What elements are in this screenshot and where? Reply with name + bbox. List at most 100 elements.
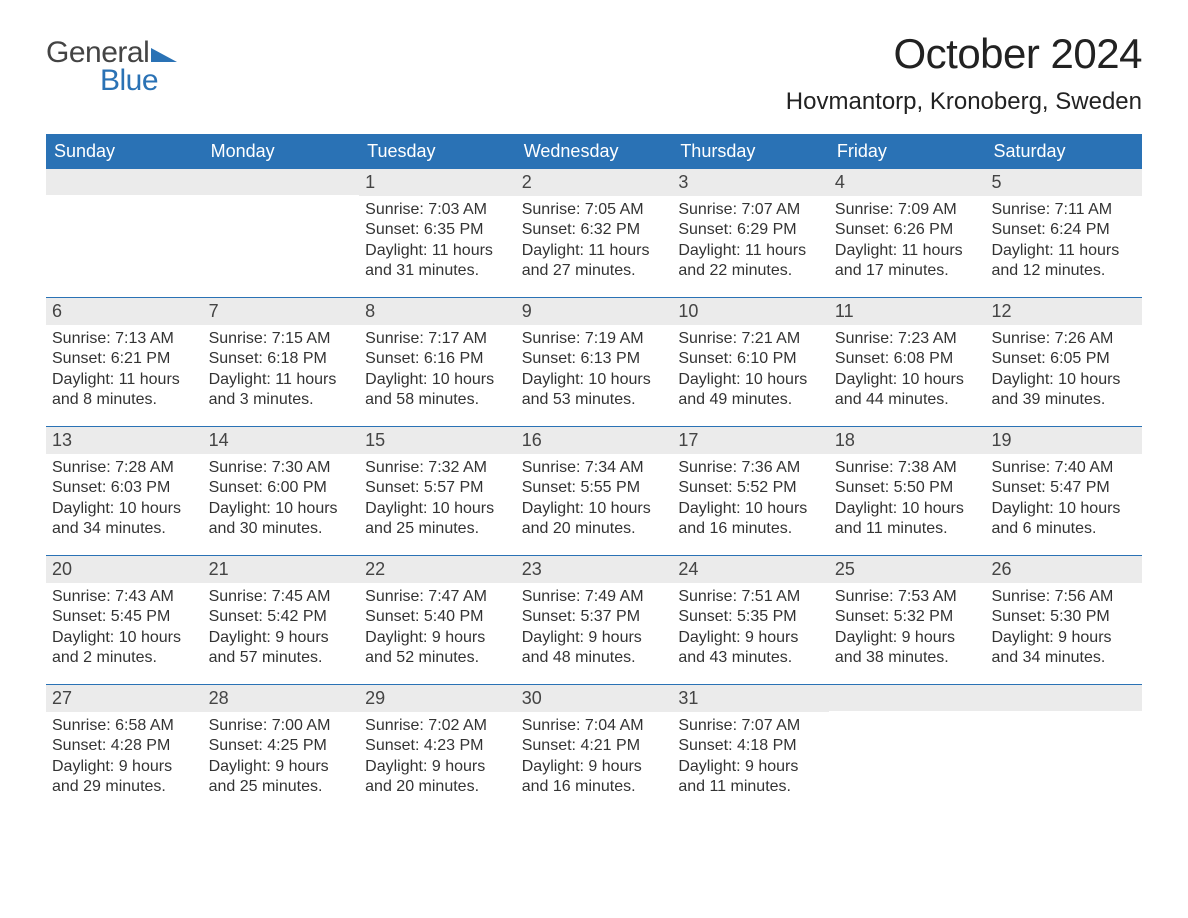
- sunrise-text: Sunrise: 7:34 AM: [522, 458, 667, 478]
- day-body: Sunrise: 7:09 AMSunset: 6:26 PMDaylight:…: [829, 196, 986, 292]
- sunset-text: Sunset: 5:32 PM: [835, 607, 980, 627]
- sunset-text: Sunset: 6:35 PM: [365, 220, 510, 240]
- day-number: 23: [516, 556, 673, 583]
- daylight-line2: and 57 minutes.: [209, 648, 354, 668]
- weeks-container: 1Sunrise: 7:03 AMSunset: 6:35 PMDaylight…: [46, 169, 1142, 813]
- sunrise-text: Sunrise: 7:56 AM: [991, 587, 1136, 607]
- day-number: 28: [203, 685, 360, 712]
- daylight-line1: Daylight: 11 hours: [209, 370, 354, 390]
- location-subtitle: Hovmantorp, Kronoberg, Sweden: [786, 88, 1142, 116]
- day-number: 11: [829, 298, 986, 325]
- daylight-line2: and 25 minutes.: [209, 777, 354, 797]
- day-body: Sunrise: 7:51 AMSunset: 5:35 PMDaylight:…: [672, 583, 829, 679]
- day-number: 16: [516, 427, 673, 454]
- day-body: [985, 711, 1142, 725]
- sunrise-text: Sunrise: 7:45 AM: [209, 587, 354, 607]
- day-body: Sunrise: 6:58 AMSunset: 4:28 PMDaylight:…: [46, 712, 203, 808]
- sunset-text: Sunset: 6:26 PM: [835, 220, 980, 240]
- daylight-line2: and 34 minutes.: [991, 648, 1136, 668]
- day-header-row: Sunday Monday Tuesday Wednesday Thursday…: [46, 134, 1142, 169]
- day-number: 18: [829, 427, 986, 454]
- day-number: 2: [516, 169, 673, 196]
- daylight-line2: and 38 minutes.: [835, 648, 980, 668]
- daylight-line1: Daylight: 9 hours: [522, 628, 667, 648]
- daylight-line2: and 16 minutes.: [522, 777, 667, 797]
- sunset-text: Sunset: 6:29 PM: [678, 220, 823, 240]
- sunrise-text: Sunrise: 7:04 AM: [522, 716, 667, 736]
- daylight-line2: and 53 minutes.: [522, 390, 667, 410]
- daylight-line1: Daylight: 10 hours: [52, 628, 197, 648]
- daylight-line2: and 20 minutes.: [522, 519, 667, 539]
- title-block: October 2024 Hovmantorp, Kronoberg, Swed…: [786, 30, 1142, 116]
- daylight-line1: Daylight: 10 hours: [365, 370, 510, 390]
- sunrise-text: Sunrise: 7:40 AM: [991, 458, 1136, 478]
- day-cell: 2Sunrise: 7:05 AMSunset: 6:32 PMDaylight…: [516, 169, 673, 297]
- day-body: Sunrise: 7:07 AMSunset: 6:29 PMDaylight:…: [672, 196, 829, 292]
- day-body: Sunrise: 7:36 AMSunset: 5:52 PMDaylight:…: [672, 454, 829, 550]
- day-cell: 13Sunrise: 7:28 AMSunset: 6:03 PMDayligh…: [46, 427, 203, 555]
- day-cell: 10Sunrise: 7:21 AMSunset: 6:10 PMDayligh…: [672, 298, 829, 426]
- day-number: 15: [359, 427, 516, 454]
- sunrise-text: Sunrise: 7:47 AM: [365, 587, 510, 607]
- daylight-line1: Daylight: 10 hours: [522, 370, 667, 390]
- day-header-monday: Monday: [203, 134, 360, 169]
- sunrise-text: Sunrise: 7:07 AM: [678, 716, 823, 736]
- daylight-line1: Daylight: 9 hours: [365, 757, 510, 777]
- sunset-text: Sunset: 4:18 PM: [678, 736, 823, 756]
- logo-triangle-icon: [151, 44, 177, 62]
- daylight-line1: Daylight: 10 hours: [991, 370, 1136, 390]
- day-number: 14: [203, 427, 360, 454]
- daylight-line1: Daylight: 10 hours: [52, 499, 197, 519]
- daylight-line1: Daylight: 9 hours: [52, 757, 197, 777]
- day-cell: 23Sunrise: 7:49 AMSunset: 5:37 PMDayligh…: [516, 556, 673, 684]
- day-body: Sunrise: 7:15 AMSunset: 6:18 PMDaylight:…: [203, 325, 360, 421]
- day-body: Sunrise: 7:53 AMSunset: 5:32 PMDaylight:…: [829, 583, 986, 679]
- day-number: 3: [672, 169, 829, 196]
- sunrise-text: Sunrise: 7:09 AM: [835, 200, 980, 220]
- daylight-line2: and 25 minutes.: [365, 519, 510, 539]
- month-title: October 2024: [786, 30, 1142, 78]
- sunrise-text: Sunrise: 7:11 AM: [991, 200, 1136, 220]
- sunrise-text: Sunrise: 7:23 AM: [835, 329, 980, 349]
- day-cell: 29Sunrise: 7:02 AMSunset: 4:23 PMDayligh…: [359, 685, 516, 813]
- daylight-line2: and 34 minutes.: [52, 519, 197, 539]
- day-cell: 31Sunrise: 7:07 AMSunset: 4:18 PMDayligh…: [672, 685, 829, 813]
- week-row: 20Sunrise: 7:43 AMSunset: 5:45 PMDayligh…: [46, 555, 1142, 684]
- sunset-text: Sunset: 5:47 PM: [991, 478, 1136, 498]
- sunset-text: Sunset: 5:40 PM: [365, 607, 510, 627]
- day-number: [46, 169, 203, 195]
- day-cell: 8Sunrise: 7:17 AMSunset: 6:16 PMDaylight…: [359, 298, 516, 426]
- day-body: Sunrise: 7:07 AMSunset: 4:18 PMDaylight:…: [672, 712, 829, 808]
- day-body: Sunrise: 7:13 AMSunset: 6:21 PMDaylight:…: [46, 325, 203, 421]
- daylight-line2: and 3 minutes.: [209, 390, 354, 410]
- day-cell: 7Sunrise: 7:15 AMSunset: 6:18 PMDaylight…: [203, 298, 360, 426]
- day-number: 20: [46, 556, 203, 583]
- sunset-text: Sunset: 4:23 PM: [365, 736, 510, 756]
- day-body: Sunrise: 7:28 AMSunset: 6:03 PMDaylight:…: [46, 454, 203, 550]
- sunrise-text: Sunrise: 7:07 AM: [678, 200, 823, 220]
- sunset-text: Sunset: 6:18 PM: [209, 349, 354, 369]
- day-number: [829, 685, 986, 711]
- day-header-thursday: Thursday: [672, 134, 829, 169]
- day-cell: 21Sunrise: 7:45 AMSunset: 5:42 PMDayligh…: [203, 556, 360, 684]
- sunset-text: Sunset: 6:05 PM: [991, 349, 1136, 369]
- daylight-line2: and 20 minutes.: [365, 777, 510, 797]
- sunrise-text: Sunrise: 6:58 AM: [52, 716, 197, 736]
- day-number: 27: [46, 685, 203, 712]
- daylight-line2: and 48 minutes.: [522, 648, 667, 668]
- day-number: 5: [985, 169, 1142, 196]
- daylight-line2: and 2 minutes.: [52, 648, 197, 668]
- sunrise-text: Sunrise: 7:36 AM: [678, 458, 823, 478]
- day-cell: [829, 685, 986, 813]
- sunset-text: Sunset: 6:03 PM: [52, 478, 197, 498]
- sunrise-text: Sunrise: 7:38 AM: [835, 458, 980, 478]
- day-body: Sunrise: 7:32 AMSunset: 5:57 PMDaylight:…: [359, 454, 516, 550]
- daylight-line1: Daylight: 11 hours: [522, 241, 667, 261]
- day-cell: 3Sunrise: 7:07 AMSunset: 6:29 PMDaylight…: [672, 169, 829, 297]
- day-body: Sunrise: 7:38 AMSunset: 5:50 PMDaylight:…: [829, 454, 986, 550]
- header: General Blue October 2024 Hovmantorp, Kr…: [46, 30, 1142, 116]
- day-cell: 16Sunrise: 7:34 AMSunset: 5:55 PMDayligh…: [516, 427, 673, 555]
- day-cell: 5Sunrise: 7:11 AMSunset: 6:24 PMDaylight…: [985, 169, 1142, 297]
- day-number: 1: [359, 169, 516, 196]
- sunset-text: Sunset: 4:21 PM: [522, 736, 667, 756]
